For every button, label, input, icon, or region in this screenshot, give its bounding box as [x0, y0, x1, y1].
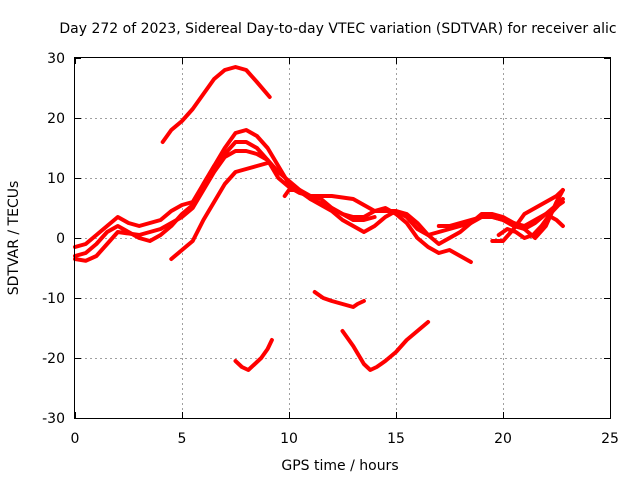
x-tick-labels: 0 5 10 15 20 25 [71, 431, 619, 447]
plot-frame [74, 57, 611, 419]
x-tick-label: 5 [178, 431, 187, 447]
x-tick-label: 0 [71, 431, 80, 447]
y-tick-label: 30 [47, 51, 65, 67]
y-axis-title: SDTVAR / TECUs [6, 181, 22, 296]
chart-title: Day 272 of 2023, Sidereal Day-to-day VTE… [59, 21, 616, 37]
series-line-track-11 [312, 290, 366, 309]
y-tick-label: -20 [42, 351, 65, 367]
series-line-track-3 [73, 149, 565, 263]
y-tick-label: 20 [47, 111, 65, 127]
data-series [73, 65, 565, 372]
y-tick-label: -10 [42, 291, 65, 307]
y-tick-label: -30 [42, 411, 65, 427]
grid-lines [75, 58, 610, 418]
series-line-track-4 [169, 161, 270, 261]
y-tick-labels: -30 -20 -10 0 10 20 30 [42, 51, 65, 427]
axis-ticks [75, 58, 611, 419]
y-tick-label: 10 [47, 171, 65, 187]
x-axis-title: GPS time / hours [281, 458, 398, 474]
x-tick-label: 15 [387, 431, 405, 447]
x-tick-label: 20 [494, 431, 512, 447]
series-line-track-7 [490, 188, 565, 243]
series-line-track-5 [282, 188, 377, 222]
x-tick-label: 10 [280, 431, 298, 447]
series-line-track-9 [160, 65, 272, 144]
series-line-track-12 [340, 320, 431, 372]
y-tick-label: 0 [56, 231, 65, 247]
x-tick-label: 25 [601, 431, 619, 447]
series-line-track-8 [496, 200, 565, 240]
series-line-track-2 [73, 128, 473, 264]
series-line-track-10 [233, 338, 274, 372]
series-line-track-6 [436, 188, 565, 240]
